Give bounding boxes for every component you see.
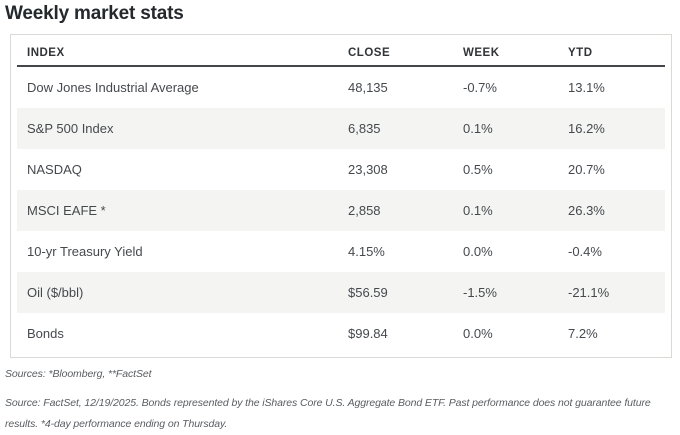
table-row: Dow Jones Industrial Average 48,135 -0.7… — [17, 67, 665, 108]
cell-close: 2,858 — [348, 203, 381, 218]
cell-index: Oil ($/bbl) — [27, 285, 84, 300]
cell-close: $99.84 — [348, 326, 388, 341]
footnote-disclaimer: Source: FactSet, 12/19/2025. Bonds repre… — [5, 397, 651, 430]
table-row: Bonds $99.84 0.0% 7.2% — [17, 313, 665, 354]
footnote-sources: Sources: *Bloomberg, **FactSet — [5, 368, 152, 380]
header-close: CLOSE — [348, 46, 391, 59]
table-row: Oil ($/bbl) $56.59 -1.5% -21.1% — [17, 272, 665, 313]
cell-ytd: -0.4% — [568, 244, 602, 259]
cell-close: 48,135 — [348, 80, 388, 95]
cell-ytd: 7.2% — [568, 326, 598, 341]
cell-ytd: 16.2% — [568, 121, 605, 136]
market-stats-table: INDEX CLOSE WEEK YTD Dow Jones Industria… — [10, 34, 672, 358]
table-row: MSCI EAFE * 2,858 0.1% 26.3% — [17, 190, 665, 231]
table-row: NASDAQ 23,308 0.5% 20.7% — [17, 149, 665, 190]
cell-index: 10-yr Treasury Yield — [27, 244, 143, 259]
cell-week: 0.1% — [463, 203, 493, 218]
cell-close: 4.15% — [348, 244, 385, 259]
cell-week: -1.5% — [463, 285, 497, 300]
table-row: 10-yr Treasury Yield 4.15% 0.0% -0.4% — [17, 231, 665, 272]
cell-week: 0.0% — [463, 244, 493, 259]
cell-week: 0.1% — [463, 121, 493, 136]
cell-index: MSCI EAFE * — [27, 203, 106, 218]
cell-index: NASDAQ — [27, 162, 82, 177]
cell-week: -0.7% — [463, 80, 497, 95]
cell-index: S&P 500 Index — [27, 121, 114, 136]
cell-close: 6,835 — [348, 121, 381, 136]
table-header-row: INDEX CLOSE WEEK YTD — [17, 40, 665, 67]
page-title: Weekly market stats — [5, 3, 184, 24]
header-week: WEEK — [463, 46, 500, 59]
header-index: INDEX — [27, 46, 65, 59]
cell-ytd: 26.3% — [568, 203, 605, 218]
cell-week: 0.5% — [463, 162, 493, 177]
cell-index: Dow Jones Industrial Average — [27, 80, 199, 95]
cell-index: Bonds — [27, 326, 64, 341]
cell-ytd: -21.1% — [568, 285, 610, 300]
cell-week: 0.0% — [463, 326, 493, 341]
cell-ytd: 20.7% — [568, 162, 605, 177]
table-row: S&P 500 Index 6,835 0.1% 16.2% — [17, 108, 665, 149]
table-body: Dow Jones Industrial Average 48,135 -0.7… — [17, 67, 665, 354]
cell-close: $56.59 — [348, 285, 388, 300]
cell-close: 23,308 — [348, 162, 388, 177]
header-ytd: YTD — [568, 46, 593, 59]
cell-ytd: 13.1% — [568, 80, 605, 95]
